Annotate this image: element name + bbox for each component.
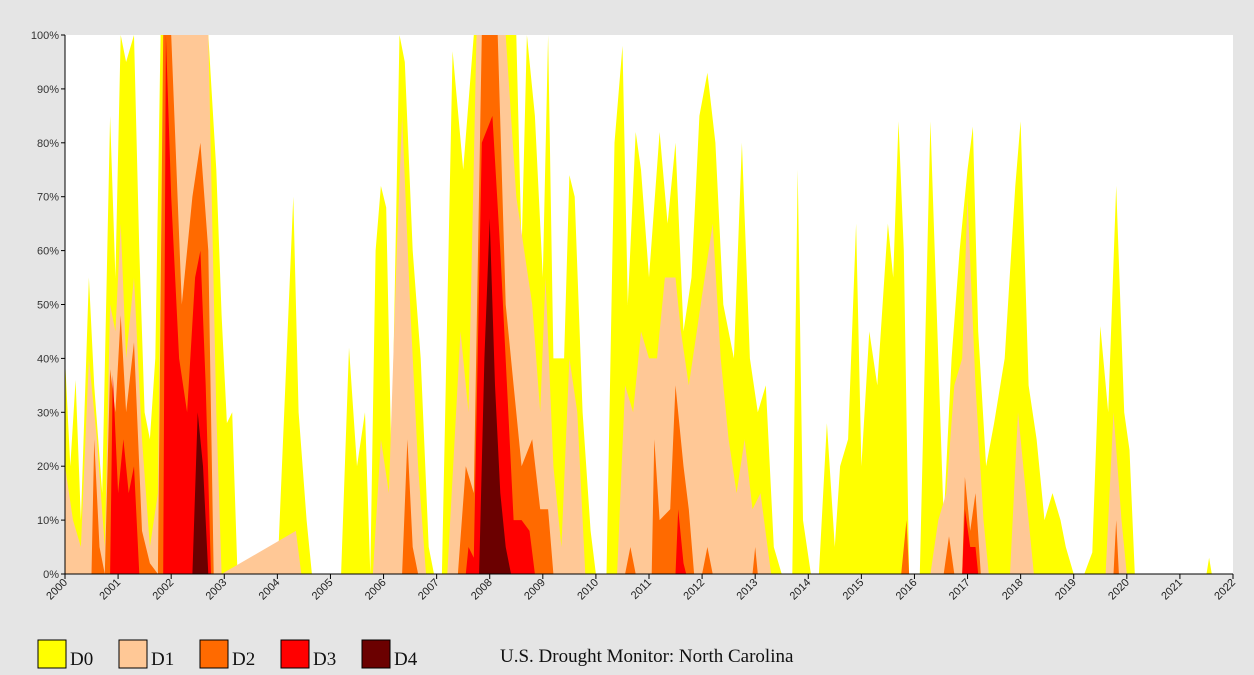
- legend-swatch-d0: [37, 639, 67, 669]
- series-area-d0: [65, 35, 1233, 574]
- y-tick-label: 50%: [37, 300, 59, 312]
- y-tick-label: 90%: [37, 84, 59, 96]
- x-tick-label: 2011: [629, 577, 654, 602]
- legend-label-d2: D2: [232, 649, 255, 670]
- legend-label-d0: D0: [70, 649, 93, 670]
- x-tick-label: 2020: [1106, 577, 1132, 603]
- x-tick-label: 2002: [151, 577, 177, 603]
- legend-swatch-d4: [361, 639, 391, 669]
- x-tick-label: 2015: [841, 577, 867, 603]
- y-tick-label: 40%: [37, 353, 59, 365]
- legend-swatch-d3: [280, 639, 310, 669]
- x-tick-label: 2013: [735, 577, 761, 603]
- x-tick-label: 2003: [204, 577, 230, 603]
- x-tick-label: 2021: [1159, 577, 1185, 603]
- x-tick-label: 2014: [788, 577, 814, 603]
- y-tick-label: 0%: [43, 569, 59, 581]
- x-tick-label: 2017: [947, 577, 973, 603]
- x-tick-label: 2010: [575, 577, 601, 603]
- x-tick-label: 2022: [1212, 577, 1238, 603]
- x-tick-label: 2006: [363, 577, 389, 603]
- legend-label-d3: D3: [313, 649, 336, 670]
- x-tick-label: 2016: [894, 577, 920, 603]
- x-tick-label: 2005: [310, 577, 336, 603]
- legend-label-d4: D4: [394, 649, 418, 670]
- chart-caption: U.S. Drought Monitor: North Carolina: [500, 646, 794, 667]
- y-tick-label: 70%: [37, 192, 59, 204]
- x-tick-label: 2009: [522, 577, 548, 603]
- series-layer: [65, 35, 1233, 575]
- x-tick-label: 2001: [97, 577, 123, 603]
- legend: D0 D1 D2 D3 D4: [37, 639, 418, 670]
- y-tick-label: 60%: [37, 246, 59, 258]
- x-tick-label: 2018: [1000, 577, 1026, 603]
- legend-swatch-d1: [118, 639, 148, 669]
- x-tick-label: 2004: [257, 577, 283, 603]
- x-tick-label: 2012: [681, 577, 707, 603]
- x-tick-label: 2019: [1053, 577, 1079, 603]
- series-area-d3: [65, 35, 1233, 574]
- y-tick-label: 10%: [37, 515, 59, 527]
- y-tick-label: 100%: [31, 30, 59, 42]
- y-tick-label: 80%: [37, 138, 59, 150]
- y-tick-label: 20%: [37, 461, 59, 473]
- legend-label-d1: D1: [151, 649, 174, 670]
- x-tick-label: 2008: [469, 577, 495, 603]
- y-tick-label: 30%: [37, 407, 59, 419]
- legend-swatch-d2: [199, 639, 229, 669]
- x-tick-label: 2007: [416, 577, 442, 603]
